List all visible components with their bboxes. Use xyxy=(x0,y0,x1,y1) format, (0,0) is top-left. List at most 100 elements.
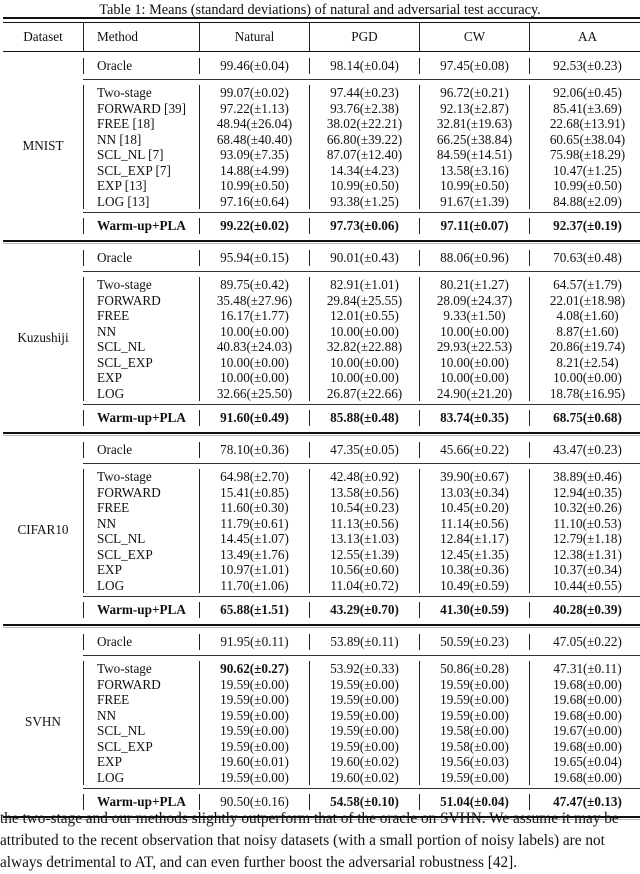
natural-value: 48.94(±26.04) xyxy=(216,116,293,131)
pgd-value: 10.00(±0.00) xyxy=(330,323,399,339)
pgd-cell: 10.00(±0.00) xyxy=(309,354,419,370)
aa-value: 8.21(±2.54) xyxy=(556,354,619,370)
method-cell: NN xyxy=(83,707,199,723)
natural-value: 90.62(±0.27) xyxy=(220,661,289,676)
method-cell: Warm-up+PLA xyxy=(83,794,199,810)
cw-cell: 13.03(±0.34) xyxy=(419,484,529,500)
cw-cell: 97.11(±0.07) xyxy=(419,218,529,234)
section-rule xyxy=(83,404,640,405)
natural-cell: 11.60(±0.30) xyxy=(199,500,309,516)
pgd-cell: 90.01(±0.43) xyxy=(309,250,419,266)
dataset-block-cifar10: CIFAR10 Oracle 78.10(±0.36) 47.35(±0.05) 45.… xyxy=(3,436,640,624)
oracle-row: Oracle 99.46(±0.04) 98.14(±0.04) 97.45(±0.0… xyxy=(83,58,640,74)
cw-cell: 50.59(±0.23) xyxy=(419,634,529,650)
cw-value: 13.58(±3.16) xyxy=(440,162,509,178)
dataset-name: MNIST xyxy=(22,138,64,153)
aa-value: 19.68(±0.00) xyxy=(553,676,622,692)
pgd-cell: 19.59(±0.00) xyxy=(309,723,419,739)
method-cell: FREE [18] xyxy=(83,116,199,132)
header-row: Dataset Method Natural PGD CW AA xyxy=(3,23,640,51)
pgd-value: 82.91(±1.01) xyxy=(330,277,399,292)
header-natural: Natural xyxy=(199,23,309,51)
method-cell: SCL_EXP xyxy=(83,738,199,754)
pgd-value: 97.73(±0.06) xyxy=(330,218,399,233)
method-name: FREE xyxy=(97,692,130,707)
aa-cell: 8.21(±2.54) xyxy=(529,354,640,370)
method-cell: SCL_EXP xyxy=(83,354,199,370)
natural-cell: 19.59(±0.00) xyxy=(199,676,309,692)
aa-cell: 20.86(±19.74) xyxy=(529,339,640,355)
pgd-value: 13.13(±1.03) xyxy=(330,531,399,546)
aa-cell: 19.68(±0.00) xyxy=(529,707,640,723)
methods-section: Two-stage 89.75(±0.42) 82.91(±1.01) 80.21(±… xyxy=(83,277,640,401)
cw-cell: 80.21(±1.27) xyxy=(419,277,529,293)
pgd-value: 53.92(±0.33) xyxy=(330,661,399,676)
cw-cell: 92.13(±2.87) xyxy=(419,100,529,116)
natural-cell: 19.59(±0.00) xyxy=(199,769,309,785)
cw-cell: 19.59(±0.00) xyxy=(419,692,529,708)
method-cell: EXP xyxy=(83,370,199,386)
natural-cell: 99.22(±0.02) xyxy=(199,218,309,234)
aa-cell: 60.65(±38.04) xyxy=(529,131,640,147)
aa-value: 19.67(±0.00) xyxy=(553,723,622,738)
method-name: Oracle xyxy=(97,634,133,649)
pgd-cell: 38.02(±22.21) xyxy=(309,116,419,132)
method-row: FORWARD [39] 97.22(±1.13) 93.76(±2.38) 92.1… xyxy=(83,100,640,116)
pgd-value: 12.55(±1.39) xyxy=(330,546,399,562)
paragraph-line: attributed to the recent observation tha… xyxy=(0,832,605,849)
cw-value: 80.21(±1.27) xyxy=(440,277,509,292)
pgd-cell: 43.29(±0.70) xyxy=(309,602,419,618)
method-cell: FREE xyxy=(83,500,199,516)
aa-value: 18.78(±16.95) xyxy=(549,385,626,401)
aa-value: 92.53(±0.23) xyxy=(553,58,622,73)
dataset-rule xyxy=(3,816,640,820)
cw-value: 39.90(±0.67) xyxy=(440,469,509,484)
method-cell: Two-stage xyxy=(83,469,199,485)
natural-cell: 99.07(±0.02) xyxy=(199,85,309,101)
oracle-row: Oracle 78.10(±0.36) 47.35(±0.05) 45.66(±0.2… xyxy=(83,442,640,458)
cw-cell: 84.59(±14.51) xyxy=(419,147,529,163)
aa-value: 47.31(±0.11) xyxy=(553,661,622,676)
method-cell: SCL_NL xyxy=(83,531,199,547)
cw-value: 19.56(±0.03) xyxy=(440,754,509,769)
cw-cell: 24.90(±21.20) xyxy=(419,385,529,401)
aa-cell: 12.79(±1.18) xyxy=(529,531,640,547)
aa-value: 84.88(±2.09) xyxy=(553,193,622,209)
natural-cell: 40.83(±24.03) xyxy=(199,339,309,355)
method-cell: Oracle xyxy=(83,250,199,266)
pgd-value: 19.59(±0.00) xyxy=(330,723,399,738)
natural-value: 64.98(±2.70) xyxy=(220,469,289,484)
natural-value: 91.60(±0.49) xyxy=(220,410,289,425)
natural-value: 95.94(±0.15) xyxy=(220,250,289,265)
aa-cell: 12.38(±1.31) xyxy=(529,546,640,562)
method-name: LOG xyxy=(97,385,125,401)
natural-value: 10.00(±0.00) xyxy=(220,370,289,385)
pgd-value: 13.58(±0.56) xyxy=(330,484,399,500)
method-row: FORWARD 35.48(±27.96) 29.84(±25.55) 28.09(±… xyxy=(83,292,640,308)
method-cell: SCL_EXP [7] xyxy=(83,162,199,178)
cw-cell: 51.04(±0.04) xyxy=(419,794,529,810)
natural-value: 99.07(±0.02) xyxy=(220,85,289,100)
ours-section: Warm-up+PLA 91.60(±0.49) 85.88(±0.48) 83.74… xyxy=(83,410,640,426)
aa-value: 12.94(±0.35) xyxy=(553,484,622,500)
method-row: FREE 11.60(±0.30) 10.54(±0.23) 10.45(±0.20)… xyxy=(83,500,640,516)
aa-cell: 84.88(±2.09) xyxy=(529,193,640,209)
aa-value: 19.68(±0.00) xyxy=(553,692,622,707)
method-cell: EXP xyxy=(83,754,199,770)
dataset-rule xyxy=(3,240,640,244)
oracle-section: Oracle 99.46(±0.04) 98.14(±0.04) 97.45(±0.0… xyxy=(83,58,640,74)
pgd-value: 54.58(±0.10) xyxy=(330,794,399,809)
aa-value: 40.28(±0.39) xyxy=(553,602,622,617)
cw-value: 97.45(±0.08) xyxy=(440,58,509,73)
cw-cell: 28.09(±24.37) xyxy=(419,292,529,308)
method-row: FORWARD 15.41(±0.85) 13.58(±0.56) 13.03(±0.… xyxy=(83,484,640,500)
cw-value: 19.59(±0.00) xyxy=(440,676,509,692)
pgd-value: 97.44(±0.23) xyxy=(330,85,399,100)
section-rule xyxy=(83,79,640,80)
cw-value: 83.74(±0.35) xyxy=(440,410,509,425)
natural-cell: 68.48(±40.40) xyxy=(199,131,309,147)
pgd-cell: 10.99(±0.50) xyxy=(309,178,419,194)
pgd-cell: 32.82(±22.88) xyxy=(309,339,419,355)
aa-value: 10.00(±0.00) xyxy=(553,370,622,385)
cw-cell: 50.86(±0.28) xyxy=(419,661,529,677)
